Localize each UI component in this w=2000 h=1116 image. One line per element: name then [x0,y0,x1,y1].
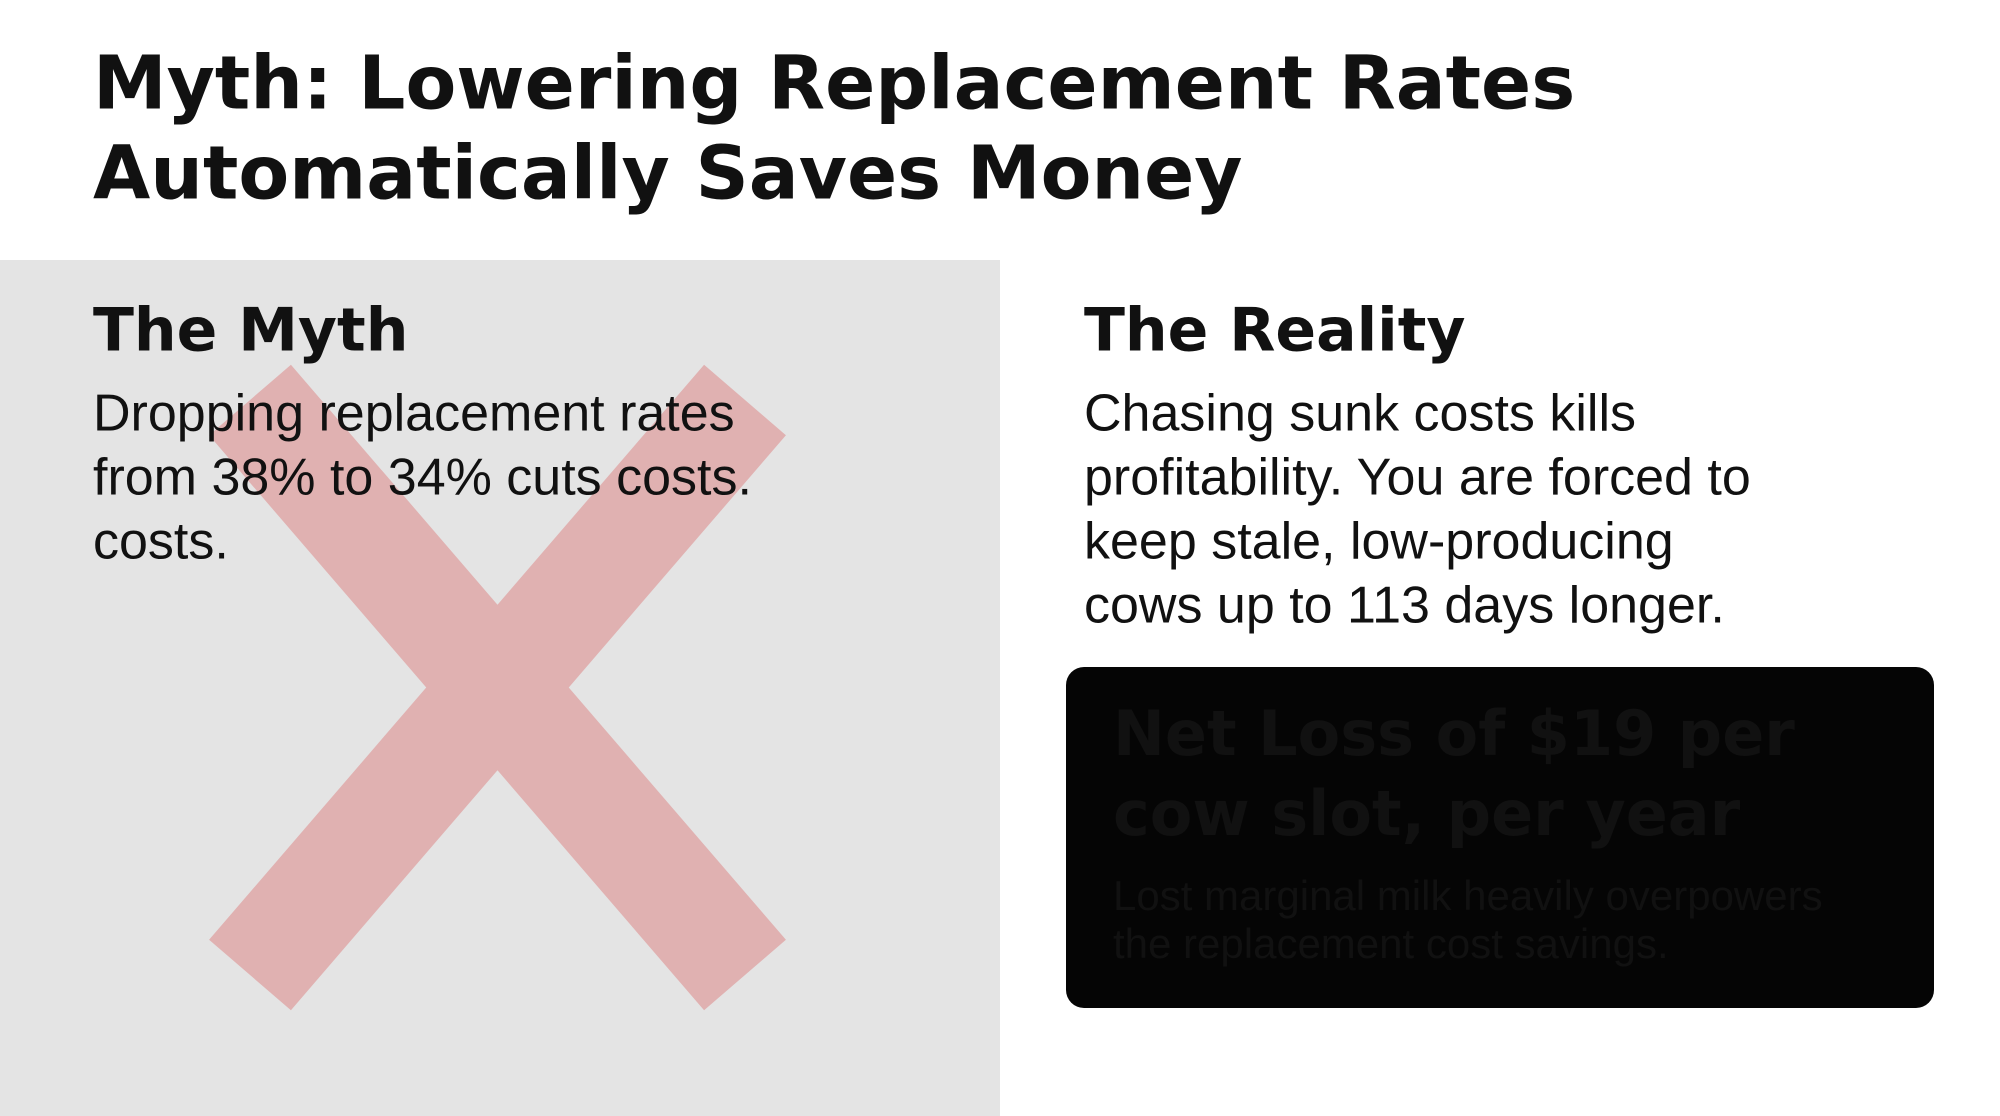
callout-body: the replacement cost savings. [1113,920,1669,967]
cross-stroke [209,364,786,1011]
reality-text-line: cows up to 113 days longer. [1084,577,1725,635]
callout-body: Lost marginal milk heavily overpowers [1113,872,1823,919]
reality-text-line: keep stale, low-producing [1084,513,1674,571]
callout-headline: Net Loss of $19 per [1113,697,1795,770]
callout-box [1066,667,1934,1008]
myth-heading: The Myth [93,296,408,366]
cross-icon [209,364,786,1011]
text-layer: Myth: Lowering Replacement RatesAutomati… [93,41,1823,968]
callout-headline: cow slot, per year [1113,777,1741,850]
title-line: Automatically Saves Money [93,131,1243,217]
reality-heading: The Reality [1084,296,1466,366]
reality-text-line: Chasing sunk costs kills [1084,385,1636,443]
myth-text-line: costs. [93,513,229,571]
reality-text-line: profitability. You are forced to [1084,449,1751,507]
myth-text-line: from 38% to 34% cuts costs. [93,449,752,507]
title-line: Myth: Lowering Replacement Rates [93,41,1575,127]
myth-text-line: Dropping replacement rates [93,385,735,443]
